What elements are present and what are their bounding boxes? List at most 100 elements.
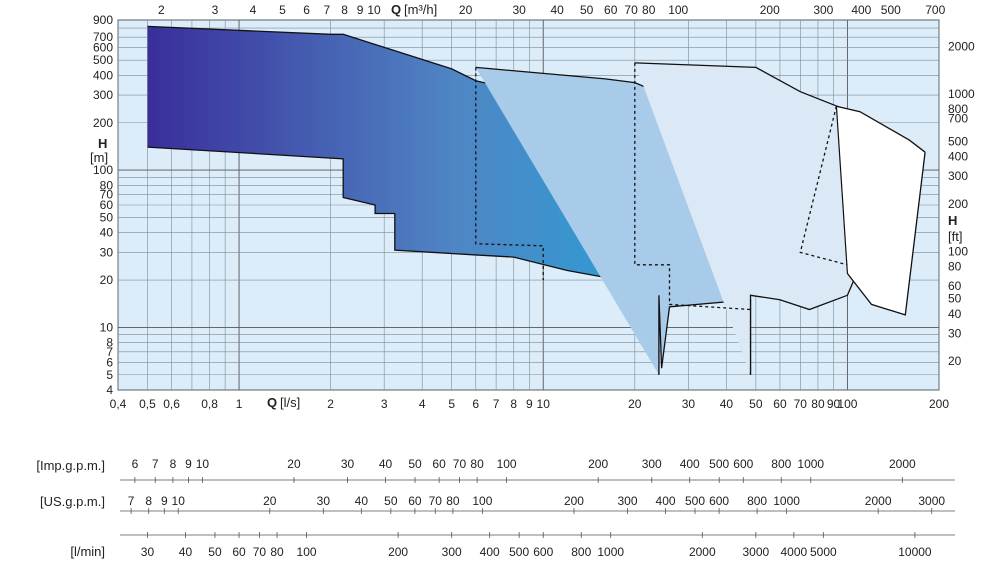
scale-tick-label: 10: [196, 457, 210, 471]
scale-tick-label: 60: [232, 545, 246, 559]
scale-tick-label: 200: [564, 494, 584, 508]
x-bottom-tick-label: 5: [448, 397, 455, 411]
y-left-tick-label: 70: [100, 187, 114, 201]
x-bottom-tick-label: 0,8: [201, 397, 218, 411]
y-axis-right-symbol: H: [948, 213, 957, 228]
scale-tick-label: 50: [208, 545, 222, 559]
x-bottom-tick-label: 0,4: [110, 397, 127, 411]
y-right-tick-label: 200: [948, 197, 968, 211]
x-top-tick-label: 300: [813, 3, 833, 17]
x-bottom-tick-label: 0,6: [163, 397, 180, 411]
x-top-tick-label: 10: [367, 3, 381, 17]
y-right-tick-label: 2000: [948, 40, 975, 54]
dashed-line-3: [799, 106, 848, 266]
x-bottom-tick-label: 10: [537, 397, 551, 411]
area-upper-edge-4: [836, 105, 926, 153]
scale-tick-label: 20: [287, 457, 301, 471]
x-bottom-tick-label: 4: [419, 397, 426, 411]
y-left-tick-label: 50: [100, 210, 114, 224]
x-bottom-tick-label: 9: [526, 397, 533, 411]
scale-tick-label: 100: [472, 494, 492, 508]
area-lower-edge-4: [846, 152, 926, 316]
y-left-tick-label: 700: [93, 30, 113, 44]
scale-tick-label: 300: [642, 457, 662, 471]
y-axis-right-unit: [ft]: [948, 229, 962, 244]
conversion-scales: [Imp.g.p.m.] 6 7 8 9 10 20 30 40 50 60 70 80 100 200 30…: [36, 457, 955, 559]
x-bottom-tick-label: 3: [381, 397, 388, 411]
x-top-tick-label: 500: [881, 3, 901, 17]
y-left-tick-label: 900: [93, 13, 113, 27]
scale-tick-label: 7: [128, 494, 135, 508]
x-top-tick-label: 40: [550, 3, 564, 17]
x-bottom-tick-label: 200: [929, 397, 949, 411]
scale-tick-label: 2000: [865, 494, 892, 508]
y-left-tick-label: 40: [100, 226, 114, 240]
dashed-line-1: [475, 67, 544, 281]
scale-tick-label: 500: [709, 457, 729, 471]
scale-tick-label: 500: [685, 494, 705, 508]
y-right-tick-label: 60: [948, 279, 962, 293]
x-bottom-tick-label: 60: [773, 397, 787, 411]
x-axis-bottom-ticks: 0,4 0,5 0,6 0,8 1 2 3 4 5 6 7 8 9 10 20 30 40 50 60 70 80 901…: [110, 397, 950, 411]
scale-tick-label: 40: [379, 457, 393, 471]
y-right-tick-label: 40: [948, 307, 962, 321]
y-right-tick-label: 50: [948, 292, 962, 306]
x-top-tick-label: 9: [357, 3, 364, 17]
scale-tick-label: 600: [533, 545, 553, 559]
scale-tick-label: 3000: [743, 545, 770, 559]
y-left-tick-label: 400: [93, 68, 113, 82]
x-bottom-tick-label: 70: [794, 397, 808, 411]
x-bottom-tick-label: 7: [493, 397, 500, 411]
y-axis-left-unit: [m]: [90, 150, 108, 165]
scale-tick-label: 80: [446, 494, 460, 508]
scale-unit-label: [Imp.g.p.m.]: [36, 458, 105, 473]
scale-tick-label: 300: [442, 545, 462, 559]
scale-tick-label: 50: [384, 494, 398, 508]
y-left-tick-label: 60: [100, 198, 114, 212]
x-top-tick-label: 200: [760, 3, 780, 17]
y-right-tick-label: 800: [948, 102, 968, 116]
y-left-tick-label: 100: [93, 163, 113, 177]
scale-tick-label: 1000: [597, 545, 624, 559]
scale-tick-label: 2000: [889, 457, 916, 471]
y-left-tick-label: 7: [106, 345, 113, 359]
scale-tick-label: 200: [388, 545, 408, 559]
x-bottom-tick-label: 8: [510, 397, 517, 411]
dashed-boundaries: [475, 62, 848, 311]
scale-tick-label: 400: [656, 494, 676, 508]
x-top-tick-label: 400: [851, 3, 871, 17]
scale-tick-label: 60: [408, 494, 422, 508]
x-bottom-tick-label: 90: [827, 397, 841, 411]
scale-tick-label: 9: [185, 457, 192, 471]
scale-tick-label: 400: [480, 545, 500, 559]
x-top-tick-label: 60: [604, 3, 618, 17]
scale-tick-label: 8: [170, 457, 177, 471]
scale-tick-label: 10: [172, 494, 186, 508]
scale-tick-label: 20: [263, 494, 277, 508]
scale-tick-label: 300: [618, 494, 638, 508]
x-top-tick-label: 70: [624, 3, 638, 17]
x-top-tick-label: 8: [341, 3, 348, 17]
scale-unit-label: [l/min]: [70, 544, 105, 559]
scale-tick-label: 70: [453, 457, 467, 471]
y-left-tick-label: 80: [100, 178, 114, 192]
x-bottom-tick-label: 30: [682, 397, 696, 411]
scale-tick-label: 800: [747, 494, 767, 508]
scale-tick-label: 1000: [773, 494, 800, 508]
x-bottom-tick-label: 40: [720, 397, 734, 411]
scale-tick-label: 6: [132, 457, 139, 471]
scale-tick-label: 200: [588, 457, 608, 471]
scale-tick-label: 800: [571, 545, 591, 559]
y-right-tick-label: 20: [948, 354, 962, 368]
y-left-tick-label: 4: [106, 383, 113, 397]
x-axis-bottom-unit: [l/s]: [280, 395, 300, 410]
y-right-tick-label: 700: [948, 111, 968, 125]
x-bottom-tick-label: 0,5: [139, 397, 156, 411]
x-axis-top-unit: [m³/h]: [404, 2, 437, 17]
scale-tick-label: 100: [497, 457, 517, 471]
x-top-tick-label: 80: [642, 3, 656, 17]
x-axis-top-ticks: 2 3 4 5 6 7 8 9 10 20 30 40 50 60 70 80 100 200 300 400 500 7…: [158, 3, 946, 17]
